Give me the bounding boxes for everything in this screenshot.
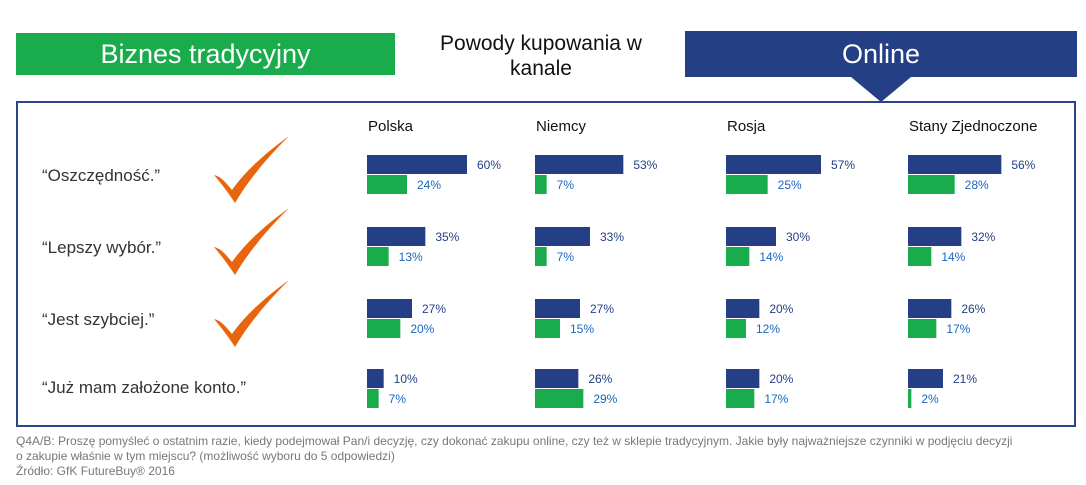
country-header-1: Polska <box>368 118 414 135</box>
footnote-question-line1: Q4A/B: Proszę pomyśleć o ostatnim razie,… <box>16 434 1013 448</box>
traditional-business-banner: Biznes tradycyjny <box>16 33 395 75</box>
online-bar-row2-stany-zjednoczone <box>908 227 962 246</box>
online-bar-row2-polska <box>367 227 426 246</box>
traditional-value-label: 7% <box>557 178 575 192</box>
traditional-value-label: 7% <box>557 250 575 264</box>
traditional-bar-row3-rosja <box>726 319 746 338</box>
online-value-label: 56% <box>1011 158 1035 172</box>
traditional-value-label: 14% <box>759 250 783 264</box>
online-value-label: 27% <box>590 302 614 316</box>
country-header-4: Stany Zjednoczone <box>909 118 1037 135</box>
traditional-bar-row1-rosja <box>726 175 768 194</box>
category-label-2: “Lepszy wybór.” <box>42 238 161 257</box>
online-value-label: 32% <box>971 230 995 244</box>
online-bar-row1-niemcy <box>535 155 624 174</box>
traditional-bar-row1-stany-zjednoczone <box>908 175 955 194</box>
bar-chart: Polska Niemcy Rosja Stany Zjednoczone “Oszcz… <box>42 118 1037 408</box>
traditional-bar-row4-stany-zjednoczone <box>908 389 912 408</box>
traditional-value-label: 13% <box>399 250 423 264</box>
online-value-label: 53% <box>633 158 657 172</box>
chart-title-line1: Powody kupowania w <box>440 32 642 55</box>
chart-frame: Polska Niemcy Rosja Stany Zjednoczone “Oszcz… <box>16 101 1076 427</box>
online-bar-row4-rosja <box>726 369 760 388</box>
traditional-value-label: 14% <box>941 250 965 264</box>
traditional-value-label: 2% <box>921 392 939 406</box>
category-label-3: “Jest szybciej.” <box>42 310 155 329</box>
online-bar-row2-niemcy <box>535 227 590 246</box>
country-header-3: Rosja <box>727 118 766 135</box>
traditional-bar-row2-polska <box>367 247 389 266</box>
traditional-bar-row1-polska <box>367 175 407 194</box>
category-label-4: “Już mam założone konto.” <box>42 378 246 397</box>
traditional-value-label: 25% <box>778 178 802 192</box>
chart-title-line2: kanale <box>510 57 572 80</box>
traditional-value-label: 17% <box>946 322 970 336</box>
traditional-bar-row3-niemcy <box>535 319 560 338</box>
online-bar-row4-stany-zjednoczone <box>908 369 943 388</box>
online-value-label: 35% <box>435 230 459 244</box>
footnote-question-line2: o zakupie właśnie w tym miejscu? (możliw… <box>16 449 395 463</box>
traditional-value-label: 20% <box>410 322 434 336</box>
online-banner: Online <box>685 31 1077 77</box>
online-bar-row3-stany-zjednoczone <box>908 299 952 318</box>
footnote: Q4A/B: Proszę pomyśleć o ostatnim razie,… <box>16 434 1078 479</box>
online-value-label: 30% <box>786 230 810 244</box>
checkmark-icon <box>214 280 289 347</box>
online-value-label: 26% <box>588 372 612 386</box>
online-bar-row3-niemcy <box>535 299 580 318</box>
traditional-value-label: 7% <box>389 392 407 406</box>
online-bar-row4-polska <box>367 369 384 388</box>
online-value-label: 26% <box>961 302 985 316</box>
online-banner-arrow <box>851 77 911 102</box>
traditional-bar-row4-rosja <box>726 389 755 408</box>
online-value-label: 33% <box>600 230 624 244</box>
online-bar-row1-polska <box>367 155 467 174</box>
checkmark-icon <box>214 136 289 203</box>
category-label-1: “Oszczędność.” <box>42 166 160 185</box>
footnote-source: Źródło: GfK FutureBuy® 2016 <box>16 464 175 478</box>
online-bar-row1-rosja <box>726 155 821 174</box>
traditional-bar-row4-polska <box>367 389 379 408</box>
traditional-business-label: Biznes tradycyjny <box>100 39 311 69</box>
traditional-value-label: 12% <box>756 322 780 336</box>
online-bar-row3-polska <box>367 299 412 318</box>
online-bar-row2-rosja <box>726 227 776 246</box>
traditional-value-label: 24% <box>417 178 441 192</box>
online-bar-row1-stany-zjednoczone <box>908 155 1002 174</box>
traditional-value-label: 17% <box>764 392 788 406</box>
traditional-bar-row2-stany-zjednoczone <box>908 247 932 266</box>
country-header-2: Niemcy <box>536 118 587 135</box>
online-bar-row4-niemcy <box>535 369 579 388</box>
online-value-label: 21% <box>953 372 977 386</box>
traditional-bar-row3-polska <box>367 319 401 338</box>
online-value-label: 27% <box>422 302 446 316</box>
checkmark-icon <box>214 208 289 275</box>
traditional-bar-row2-rosja <box>726 247 750 266</box>
traditional-bar-row1-niemcy <box>535 175 547 194</box>
online-value-label: 20% <box>769 372 793 386</box>
online-value-label: 57% <box>831 158 855 172</box>
online-value-label: 10% <box>394 372 418 386</box>
traditional-bar-row3-stany-zjednoczone <box>908 319 937 338</box>
online-value-label: 20% <box>769 302 793 316</box>
online-bar-row3-rosja <box>726 299 760 318</box>
traditional-value-label: 29% <box>593 392 617 406</box>
traditional-bar-row2-niemcy <box>535 247 547 266</box>
traditional-value-label: 15% <box>570 322 594 336</box>
online-value-label: 60% <box>477 158 501 172</box>
traditional-value-label: 28% <box>965 178 989 192</box>
chart-title: Powody kupowania w kanale <box>410 31 672 81</box>
online-label: Online <box>841 39 921 69</box>
traditional-bar-row4-niemcy <box>535 389 584 408</box>
